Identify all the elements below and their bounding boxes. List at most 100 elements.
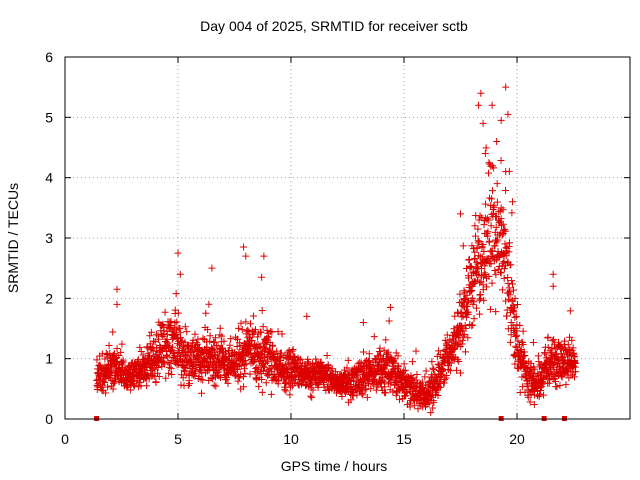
data-point bbox=[281, 386, 289, 394]
data-point bbox=[489, 253, 497, 261]
data-point bbox=[477, 295, 485, 303]
data-point bbox=[412, 347, 420, 355]
data-point bbox=[260, 363, 268, 371]
data-point bbox=[463, 291, 471, 299]
data-point bbox=[512, 313, 520, 321]
data-point bbox=[263, 340, 271, 348]
data-point bbox=[519, 327, 527, 335]
data-point bbox=[470, 298, 478, 306]
data-point bbox=[146, 352, 154, 360]
data-point bbox=[347, 396, 355, 404]
data-point bbox=[198, 389, 206, 397]
y-tick-label: 2 bbox=[45, 290, 53, 306]
data-point bbox=[495, 254, 503, 262]
data-point bbox=[485, 237, 493, 245]
data-point bbox=[435, 347, 443, 355]
data-point bbox=[470, 315, 478, 323]
data-point bbox=[324, 361, 332, 369]
data-point bbox=[212, 334, 220, 342]
x-tick-label: 20 bbox=[509, 431, 525, 447]
data-point bbox=[220, 337, 228, 345]
data-point bbox=[422, 367, 430, 375]
data-point bbox=[246, 320, 254, 328]
data-point bbox=[154, 335, 162, 343]
data-point bbox=[137, 365, 145, 373]
data-point bbox=[241, 357, 249, 365]
data-point bbox=[277, 349, 285, 357]
data-point bbox=[490, 201, 498, 209]
data-point bbox=[459, 242, 467, 250]
data-point bbox=[181, 368, 189, 376]
data-point-outlier bbox=[240, 243, 248, 251]
data-point bbox=[263, 326, 271, 334]
y-tick-label: 1 bbox=[45, 351, 53, 367]
data-point bbox=[290, 378, 298, 386]
data-point bbox=[181, 323, 189, 331]
data-point bbox=[414, 405, 422, 413]
data-point bbox=[541, 350, 549, 358]
data-point-outlier bbox=[497, 116, 505, 124]
data-point bbox=[556, 382, 564, 390]
data-point bbox=[540, 349, 548, 357]
y-tick-label: 3 bbox=[45, 230, 53, 246]
data-point bbox=[167, 365, 175, 373]
data-point bbox=[223, 374, 231, 382]
data-point-outlier bbox=[502, 83, 510, 91]
data-point bbox=[497, 156, 505, 164]
data-point bbox=[536, 390, 544, 398]
data-point bbox=[361, 386, 369, 394]
x-tick-label: 0 bbox=[61, 431, 69, 447]
data-point bbox=[192, 339, 200, 347]
data-point bbox=[487, 222, 495, 230]
data-point bbox=[255, 382, 263, 390]
data-point bbox=[258, 388, 266, 396]
data-point bbox=[540, 391, 548, 399]
data-point bbox=[480, 248, 488, 256]
data-point bbox=[529, 339, 537, 347]
data-point bbox=[408, 375, 416, 383]
data-point bbox=[492, 271, 500, 279]
data-point bbox=[511, 313, 519, 321]
data-point bbox=[235, 324, 243, 332]
data-point bbox=[492, 213, 500, 221]
data-point bbox=[464, 298, 472, 306]
data-point bbox=[561, 337, 569, 345]
data-point bbox=[492, 223, 500, 231]
data-point bbox=[480, 269, 488, 277]
data-point bbox=[282, 387, 290, 395]
data-point bbox=[488, 187, 496, 195]
data-point bbox=[479, 241, 487, 249]
data-point bbox=[456, 369, 464, 377]
data-point bbox=[406, 403, 414, 411]
data-point bbox=[168, 371, 176, 379]
data-point-outlier bbox=[113, 300, 121, 308]
data-point bbox=[440, 379, 448, 387]
data-point bbox=[471, 222, 479, 230]
data-point bbox=[449, 344, 457, 352]
data-point bbox=[513, 300, 521, 308]
data-point bbox=[265, 333, 273, 341]
data-point bbox=[469, 321, 477, 329]
data-point bbox=[152, 378, 160, 386]
data-point bbox=[469, 294, 477, 302]
data-point bbox=[433, 352, 441, 360]
data-point bbox=[401, 366, 409, 374]
data-point bbox=[199, 334, 207, 342]
data-point bbox=[514, 337, 522, 345]
data-point bbox=[113, 345, 121, 353]
data-point bbox=[143, 382, 151, 390]
data-point bbox=[217, 374, 225, 382]
data-point bbox=[210, 381, 218, 389]
data-point bbox=[197, 375, 205, 383]
data-point bbox=[520, 352, 528, 360]
data-point bbox=[191, 330, 199, 338]
data-point bbox=[571, 359, 579, 367]
data-point bbox=[413, 371, 421, 379]
data-point bbox=[166, 347, 174, 355]
data-point bbox=[385, 317, 393, 325]
data-point bbox=[491, 242, 499, 250]
data-point bbox=[275, 353, 283, 361]
data-point bbox=[500, 274, 508, 282]
data-point bbox=[226, 341, 234, 349]
data-point bbox=[210, 354, 218, 362]
